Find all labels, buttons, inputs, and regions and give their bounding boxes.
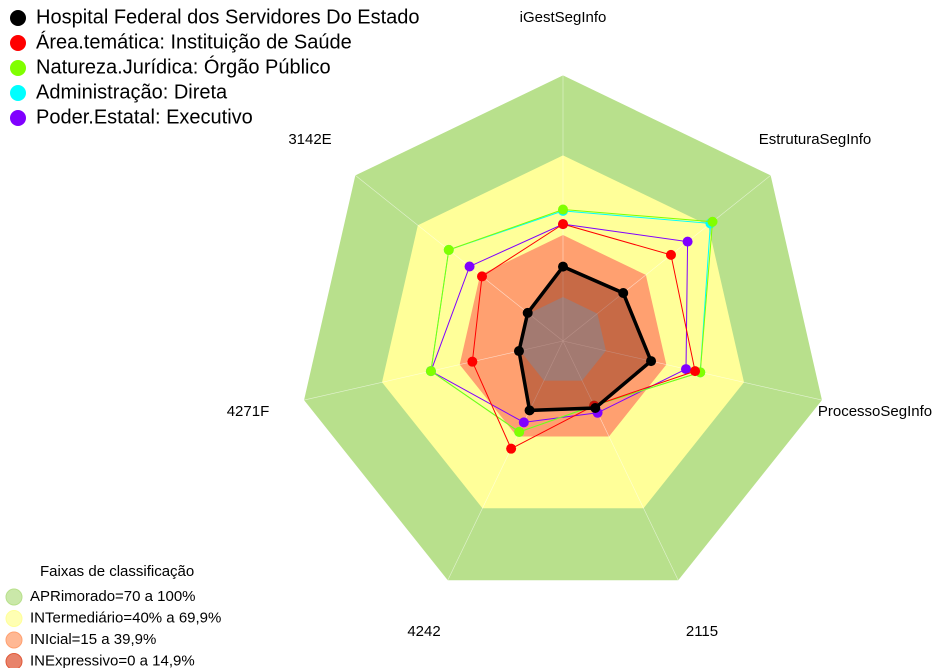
series-line [517,264,654,413]
band-legend-swatch [5,631,23,649]
axis-label: ProcessoSegInfo [818,403,932,420]
series-point [690,366,701,377]
legend-swatch [10,60,26,76]
series-point [665,249,676,260]
series-point [464,261,475,272]
series-line [471,223,696,450]
series-point [518,417,529,428]
spoke [562,340,679,581]
series-point [558,219,568,230]
series-point [590,403,601,414]
legend-swatch [10,110,26,126]
band-legend-title: Faixas de classificação [40,563,194,580]
axis-label: 4271F [227,403,270,420]
series-point [524,405,535,416]
legend-swatch [10,35,26,51]
axis-label: iGestSegInfo [520,9,607,26]
axis-label: 3142E [288,131,331,148]
series-point [467,356,478,367]
axis-label: 2115 [686,623,718,640]
spoke [562,175,771,342]
series-point [680,364,691,375]
band-legend-swatch [5,653,23,668]
series-point [506,443,517,454]
band-legend-swatch [5,588,23,606]
series-point [618,287,629,298]
legend-swatch [10,10,26,26]
axis-label: 4242 [407,623,440,640]
band-legend-label: INTermediário=40% a 69,9% [30,609,221,626]
legend-label: Hospital Federal dos Servidores Do Estad… [36,6,420,28]
series-point [514,426,525,437]
series-line [430,209,714,433]
series-point [558,261,568,272]
legend-label: Natureza.Jurídica: Órgão Público [36,55,331,78]
band-legend-swatch [5,610,23,627]
legend-label: Área.temática: Instituição de Saúde [36,30,352,53]
band-legend-label: INIcial=15 a 39,9% [30,631,156,648]
series-point [443,244,454,255]
legend-label: Administração: Direta [36,81,228,103]
band-legend-label: INExpressivo=0 a 14,9% [30,652,195,668]
band-legend-label: APRimorado=70 a 100% [30,588,196,605]
series-point [522,307,533,318]
legend-label: Poder.Estatal: Executivo [36,106,253,128]
legend-swatch [10,85,26,101]
spoke [447,340,564,581]
series-point [646,356,657,367]
series-point [682,236,693,247]
series-point [558,204,568,215]
series-point [707,216,718,227]
series-point [425,366,436,377]
series-point [477,271,488,282]
axis-label: EstruturaSegInfo [759,131,872,148]
series-point [513,346,524,357]
